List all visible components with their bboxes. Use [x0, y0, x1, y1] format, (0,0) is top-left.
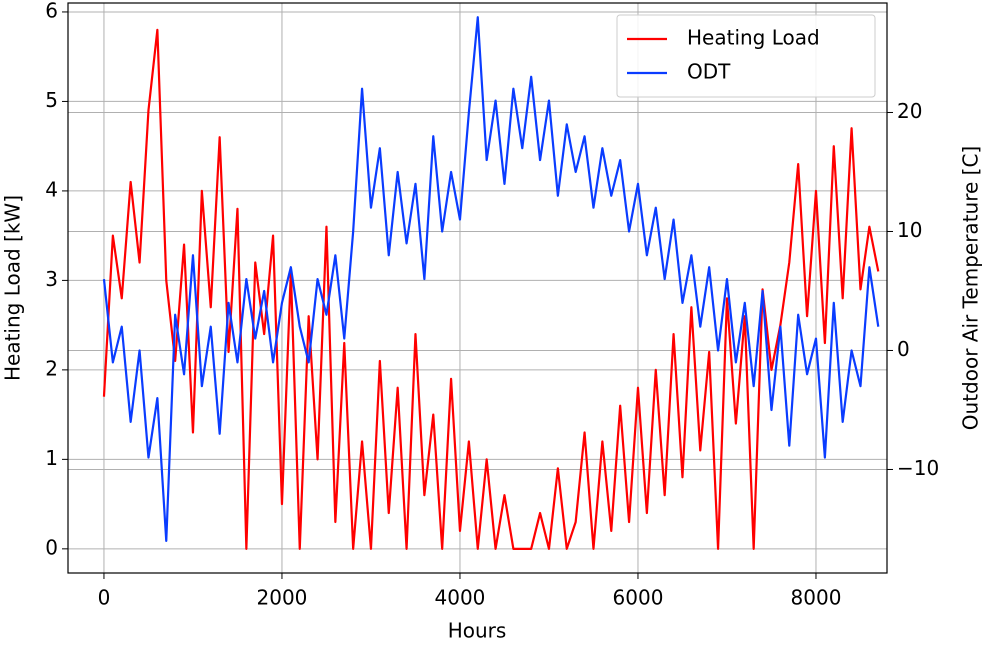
y-tick-label: 0 [45, 535, 58, 559]
legend-box [616, 14, 876, 98]
y-axis-label: Heating Load [kW] [1, 195, 25, 381]
plot-frame [67, 2, 888, 574]
y2-axis-label: Outdoor Air Temperature [C] [959, 146, 983, 430]
y2-tick-label: −10 [897, 456, 939, 480]
x-tick-label: 6000 [613, 586, 664, 610]
x-tick-label: 0 [98, 586, 111, 610]
series-line [102, 16, 880, 542]
y-tick-label: 6 [45, 0, 58, 22]
legend-label: Heating Load [687, 26, 820, 50]
y2-tick-label: 20 [897, 99, 922, 123]
x-tick-label: 4000 [435, 586, 486, 610]
y-tick-label: 5 [45, 88, 58, 112]
legend: Heating Load ODT [616, 14, 876, 98]
x-axis-label: Hours [448, 619, 507, 643]
y-tick-label: 1 [45, 446, 58, 470]
y-tick-label: 4 [45, 177, 58, 201]
series-line [102, 28, 880, 550]
legend-label: ODT [687, 60, 731, 84]
y-tick-label: 3 [45, 267, 58, 291]
y2-tick-label: 10 [897, 218, 922, 242]
y-tick-label: 2 [45, 356, 58, 380]
x-tick-label: 8000 [791, 586, 842, 610]
y2-tick-label: 0 [897, 337, 910, 361]
x-tick-label: 2000 [257, 586, 308, 610]
